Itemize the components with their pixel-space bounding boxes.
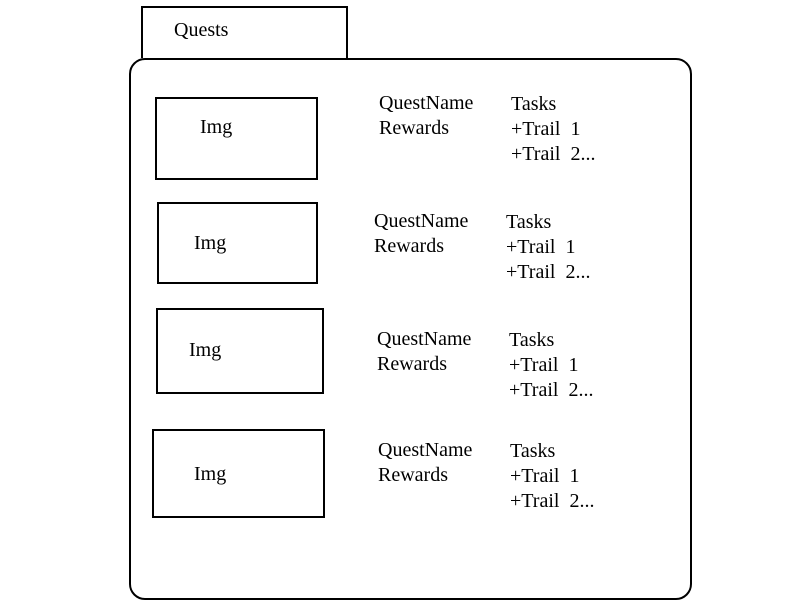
quest-tasks-header: Tasks: [509, 329, 555, 351]
quest-task-item[interactable]: +Trail 2...: [506, 261, 591, 283]
quest-task-item[interactable]: +Trail 2...: [509, 379, 594, 401]
quest-name[interactable]: QuestName: [377, 328, 472, 350]
quest-rewards[interactable]: Rewards: [374, 235, 444, 257]
quest-tasks-header: Tasks: [511, 93, 557, 115]
quests-tab[interactable]: Quests: [141, 6, 348, 58]
quest-rewards[interactable]: Rewards: [379, 117, 449, 139]
quest-image-placeholder[interactable]: Img: [155, 97, 318, 180]
quest-image-label: Img: [194, 463, 227, 485]
quest-name[interactable]: QuestName: [378, 439, 473, 461]
quest-image-label: Img: [200, 116, 233, 138]
quest-tasks-header: Tasks: [510, 440, 556, 462]
quest-task-item[interactable]: +Trail 2...: [511, 143, 596, 165]
quest-rewards[interactable]: Rewards: [378, 464, 448, 486]
quest-tasks-header: Tasks: [506, 211, 552, 233]
quest-image-placeholder[interactable]: Img: [157, 202, 318, 284]
quest-task-item[interactable]: +Trail 1: [506, 236, 576, 258]
quests-tab-label: Quests: [174, 19, 229, 41]
quest-image-label: Img: [194, 232, 227, 254]
quest-task-item[interactable]: +Trail 2...: [510, 490, 595, 512]
quest-name[interactable]: QuestName: [379, 92, 474, 114]
quest-task-item[interactable]: +Trail 1: [510, 465, 580, 487]
quest-image-placeholder[interactable]: Img: [156, 308, 324, 394]
quest-image-placeholder[interactable]: Img: [152, 429, 325, 518]
quest-image-label: Img: [189, 339, 222, 361]
quest-task-item[interactable]: +Trail 1: [511, 118, 581, 140]
quest-task-item[interactable]: +Trail 1: [509, 354, 579, 376]
quest-name[interactable]: QuestName: [374, 210, 469, 232]
quest-rewards[interactable]: Rewards: [377, 353, 447, 375]
